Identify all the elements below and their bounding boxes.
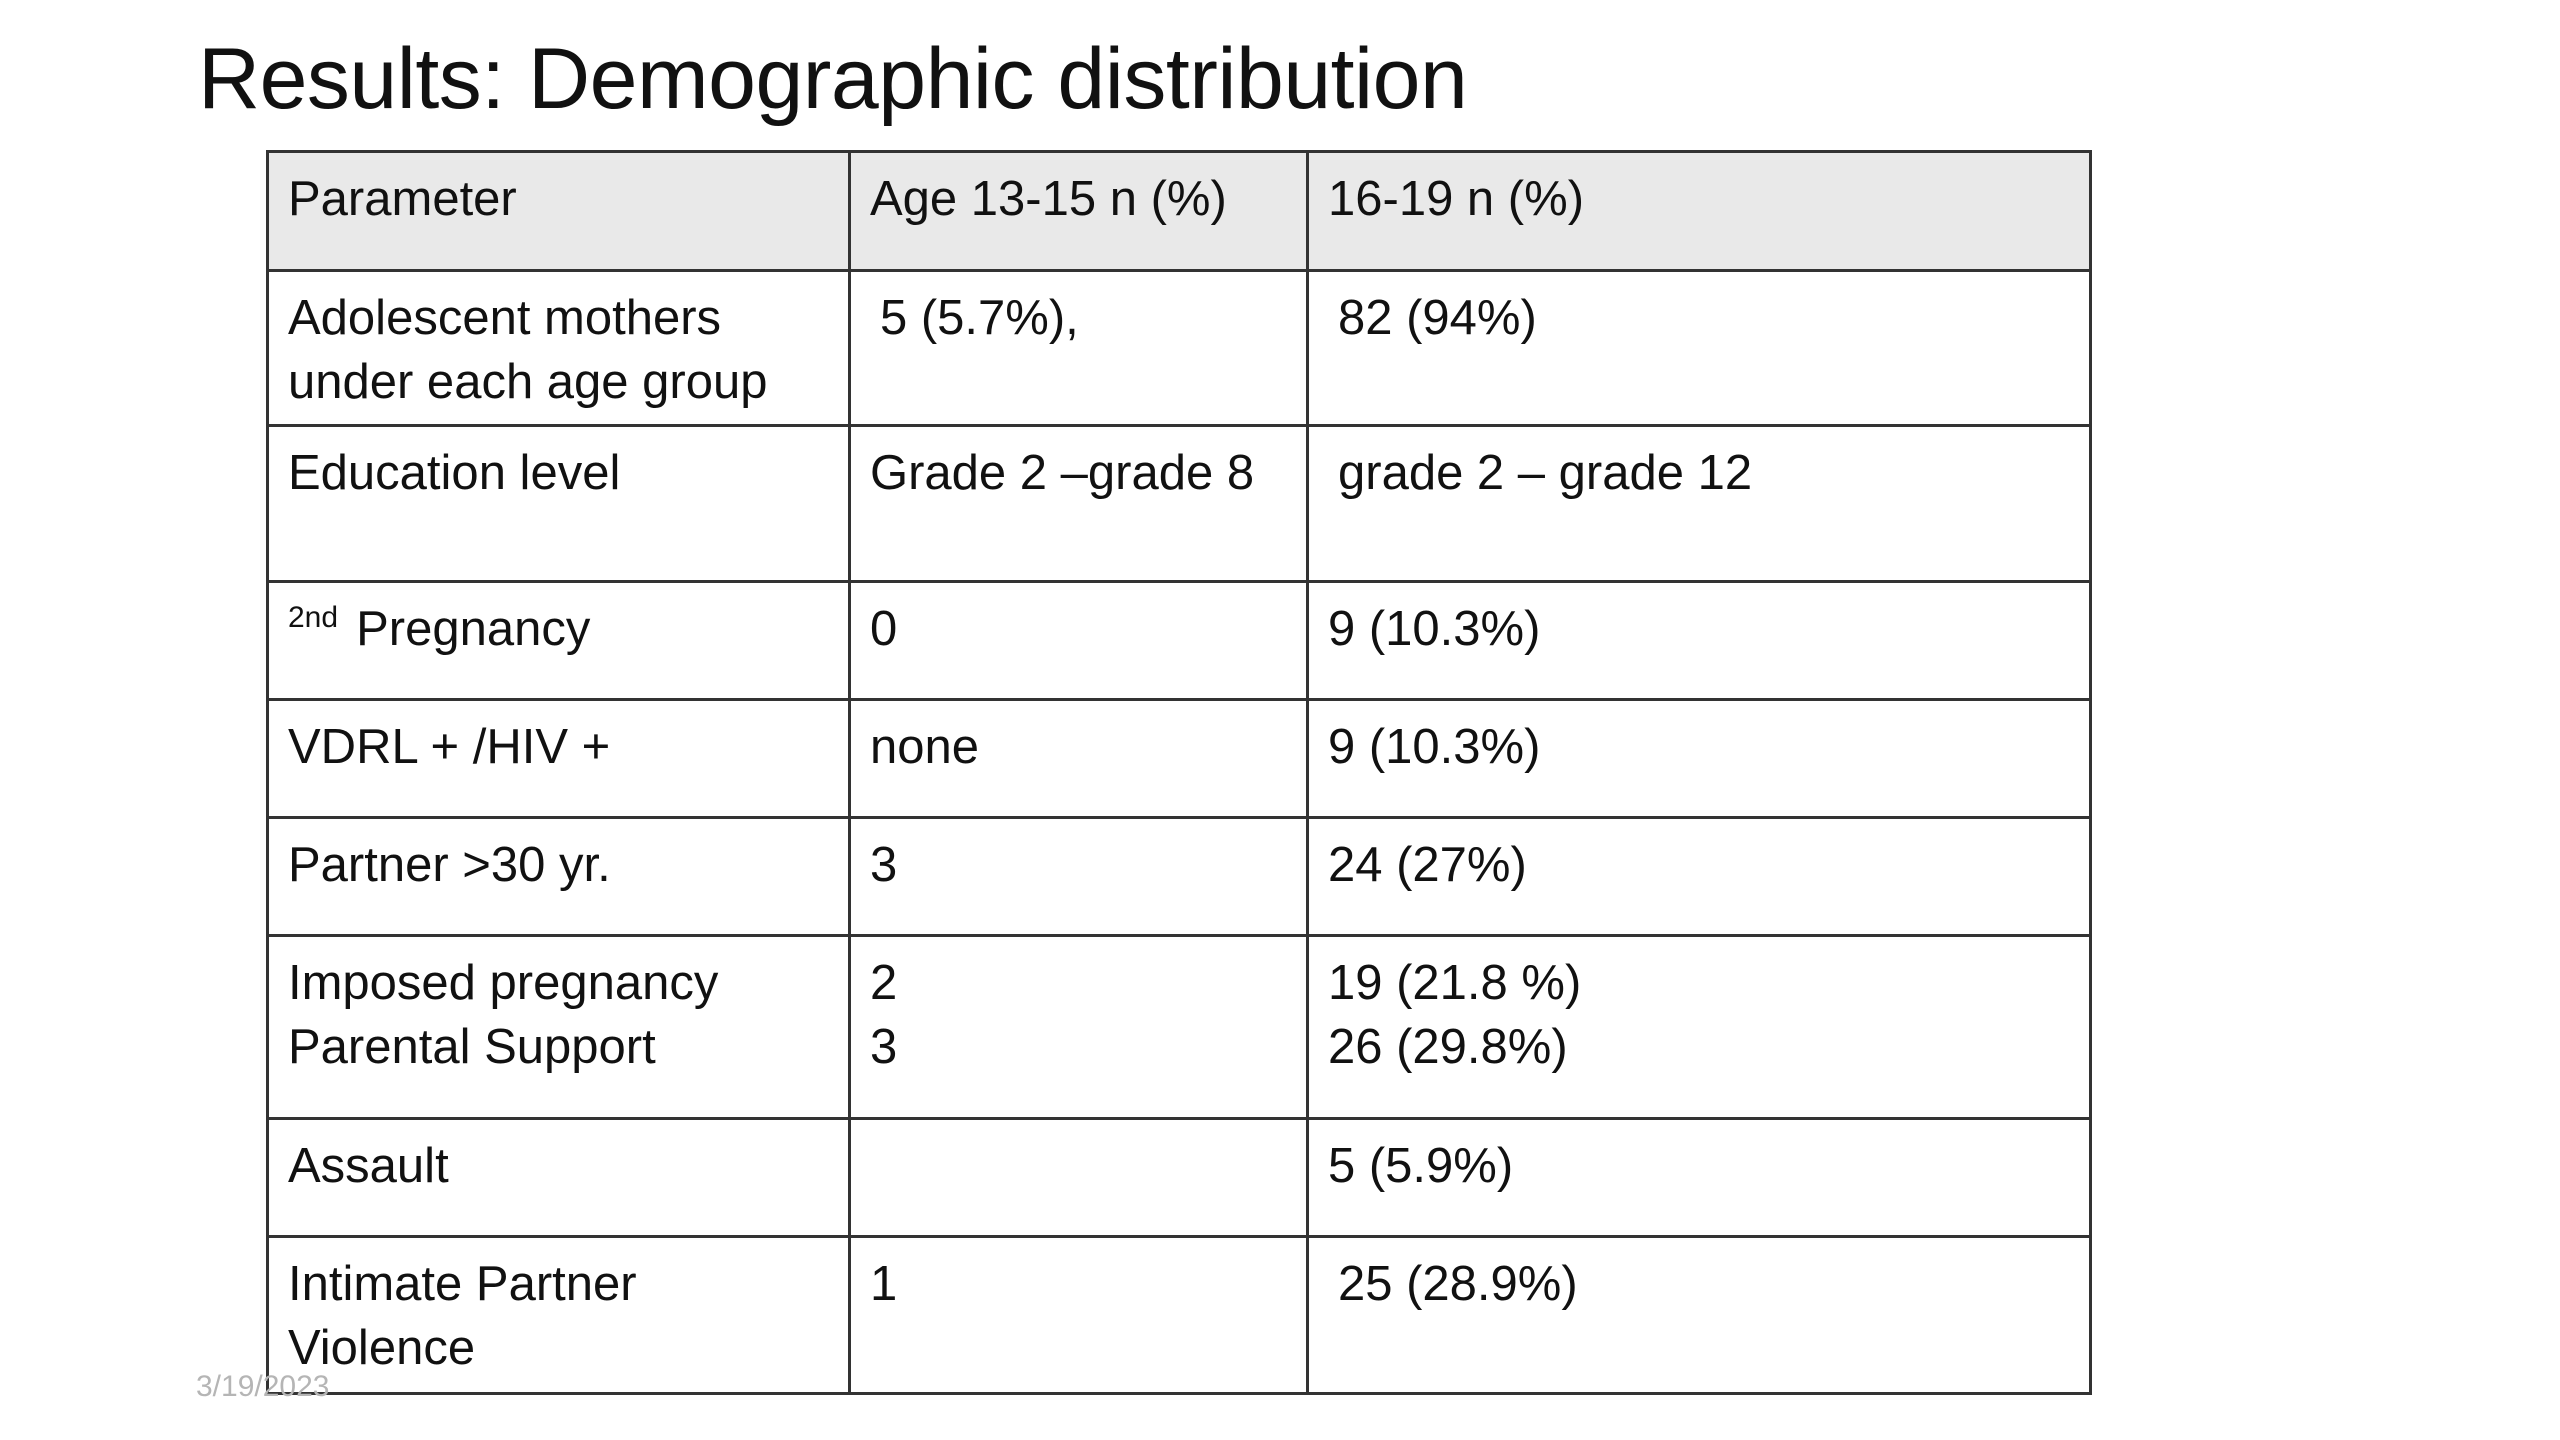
param-cell: Assault	[266, 1117, 851, 1238]
age-13-15-cell: 3	[848, 816, 1309, 937]
age-13-15-cell: Grade 2 –grade 8	[848, 424, 1309, 583]
param-cell: Imposed pregnancy Parental Support	[266, 934, 851, 1120]
age-16-19-cell: 9 (10.3%)	[1306, 580, 2092, 701]
age-16-19-cell: 82 (94%)	[1306, 269, 2092, 427]
slide-title: Results: Demographic distribution	[198, 31, 1468, 127]
param-cell: Education level	[266, 424, 851, 583]
age-16-19-cell: grade 2 – grade 12	[1306, 424, 2092, 583]
cell-value: 5 (5.7%),	[880, 291, 1079, 345]
age-13-15-cell: 2 3	[848, 934, 1309, 1120]
param-line: Adolescent mothers	[288, 291, 722, 345]
age-16-19-cell: 25 (28.9%)	[1306, 1235, 2092, 1395]
param-line: Intimate Partner	[288, 1257, 637, 1311]
ordinal-superscript: 2nd	[288, 601, 339, 634]
header-age-16-19: 16-19 n (%)	[1306, 150, 2092, 272]
table-row: 2nd Pregnancy 0 9 (10.3%)	[266, 580, 2092, 701]
age-16-19-cell: 24 (27%)	[1306, 816, 2092, 937]
age-16-19-cell: 9 (10.3%)	[1306, 698, 2092, 819]
age-16-19-cell: 5 (5.9%)	[1306, 1117, 2092, 1238]
param-text: Pregnancy	[356, 602, 591, 656]
table-row: Imposed pregnancy Parental Support 2 3 1…	[266, 934, 2092, 1120]
cell-line: 19 (21.8 %)	[1328, 956, 1582, 1010]
param-line: under each age group	[288, 355, 768, 409]
age-13-15-cell: 0	[848, 580, 1309, 701]
table-row: Education level Grade 2 –grade 8 grade 2…	[266, 424, 2092, 583]
param-cell: 2nd Pregnancy	[266, 580, 851, 701]
param-cell: Partner >30 yr.	[266, 816, 851, 937]
table-row: Intimate Partner Violence 1 25 (28.9%)	[266, 1235, 2092, 1395]
param-line: Violence	[288, 1321, 476, 1375]
header-parameter: Parameter	[266, 150, 851, 272]
cell-value: 82 (94%)	[1338, 291, 1537, 345]
cell-value: grade 2 – grade 12	[1338, 446, 1753, 500]
age-13-15-cell	[848, 1117, 1309, 1238]
age-13-15-cell: 1	[848, 1235, 1309, 1395]
param-cell: Adolescent mothers under each age group	[266, 269, 851, 427]
cell-line: 2	[870, 956, 898, 1010]
slide-date: 3/19/2023	[196, 1370, 330, 1403]
table-row: Assault 5 (5.9%)	[266, 1117, 2092, 1238]
cell-line: 26 (29.8%)	[1328, 1020, 1568, 1074]
age-13-15-cell: 5 (5.7%),	[848, 269, 1309, 427]
age-16-19-cell: 19 (21.8 %) 26 (29.8%)	[1306, 934, 2092, 1120]
header-age-13-15: Age 13-15 n (%)	[848, 150, 1309, 272]
param-line: Imposed pregnancy	[288, 956, 719, 1010]
param-cell: VDRL + /HIV +	[266, 698, 851, 819]
table-row: Partner >30 yr. 3 24 (27%)	[266, 816, 2092, 937]
table-header-row: Parameter Age 13-15 n (%) 16-19 n (%)	[266, 150, 2092, 272]
param-line: Parental Support	[288, 1020, 656, 1074]
cell-line: 3	[870, 1020, 898, 1074]
param-cell: Intimate Partner Violence	[266, 1235, 851, 1395]
demographic-table: Parameter Age 13-15 n (%) 16-19 n (%) Ad…	[266, 150, 2092, 1395]
table-row: Adolescent mothers under each age group …	[266, 269, 2092, 427]
age-13-15-cell: none	[848, 698, 1309, 819]
table-row: VDRL + /HIV + none 9 (10.3%)	[266, 698, 2092, 819]
cell-value: 25 (28.9%)	[1338, 1257, 1578, 1311]
